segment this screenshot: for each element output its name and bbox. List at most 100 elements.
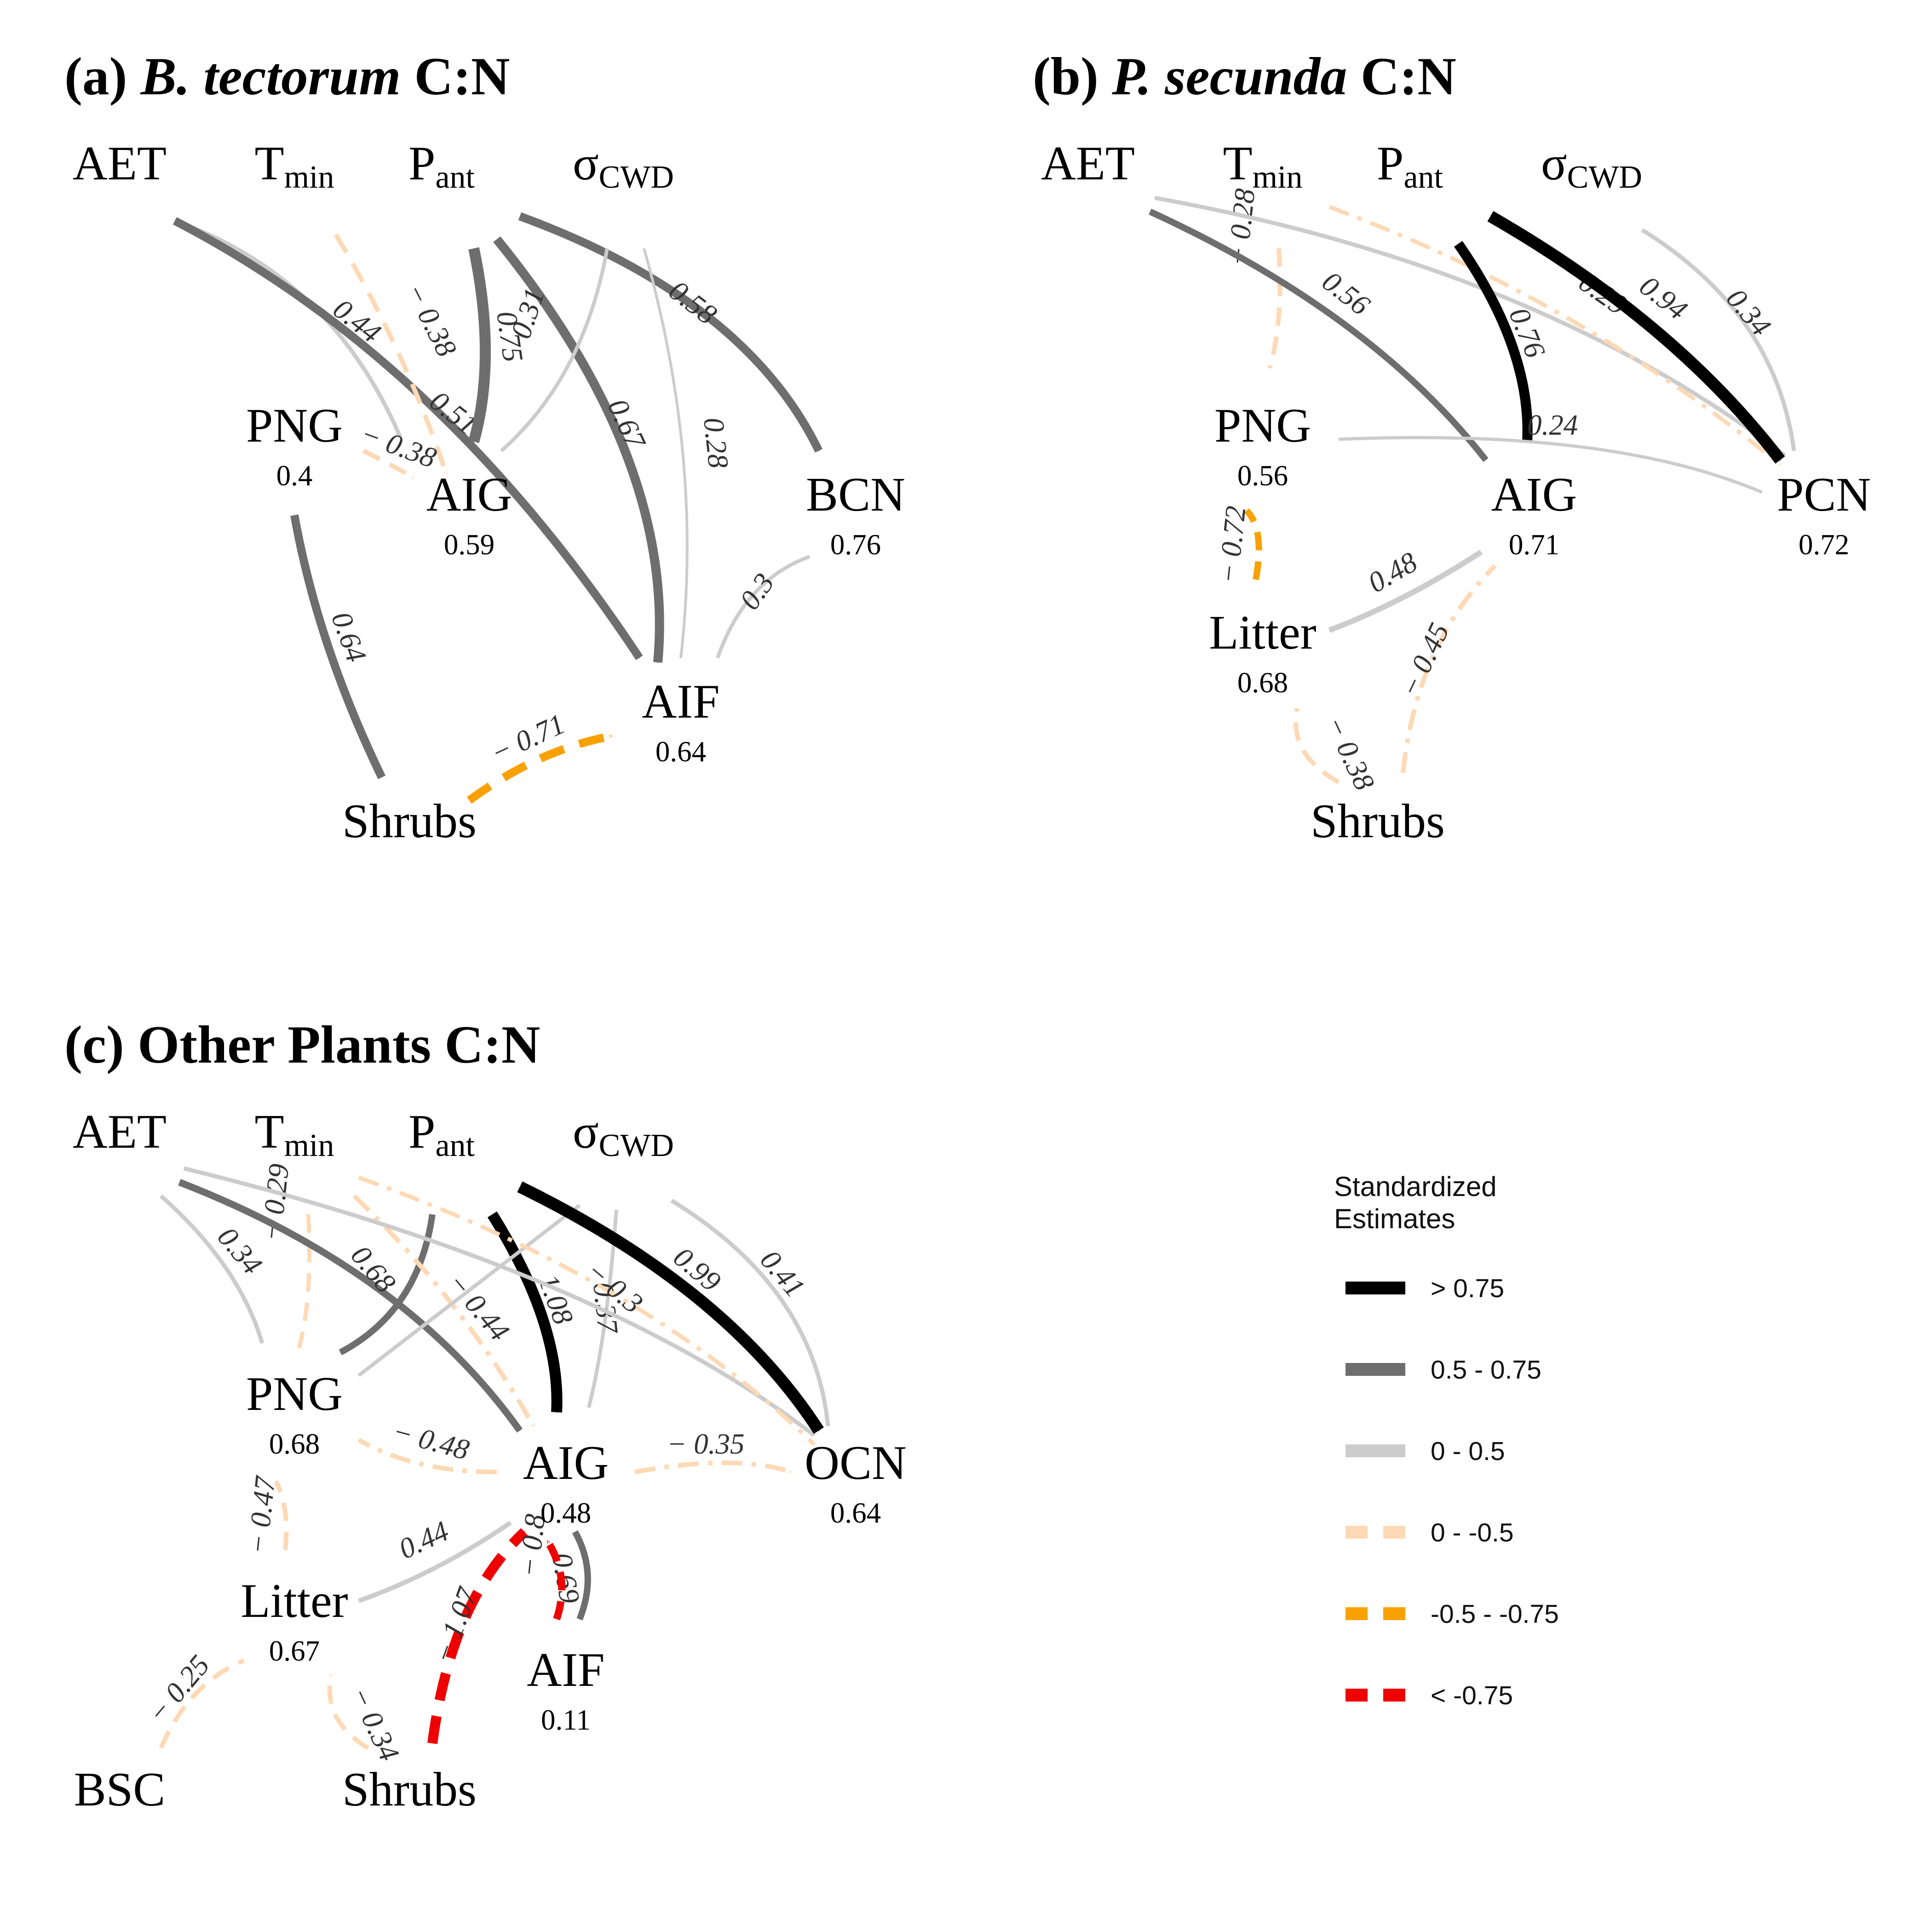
edge-c-aig-ocn xyxy=(634,1460,792,1474)
edge-a-png-aig xyxy=(362,448,415,481)
node-a-shrubs: Shrubs xyxy=(342,794,477,848)
legend-label-1: 0.5 - 0.75 xyxy=(1431,1355,1541,1385)
edge-b-pant-aig xyxy=(1454,241,1533,443)
node-b-shrubs: Shrubs xyxy=(1311,794,1445,848)
edge-label-c-shrubs-aig: − 1.07 xyxy=(426,1582,483,1668)
edge-label-b-png-pcn: 0.24 xyxy=(1527,409,1578,441)
edge-label-a-pant-aig: 0.75 xyxy=(490,309,529,364)
edge-label-a-scwd-aif: 0.28 xyxy=(697,416,735,470)
edge-c-aet-aig xyxy=(178,1179,523,1433)
edge-c-litter-png xyxy=(274,1480,289,1551)
panel-a: (a) B. tectorum C:N 0.44 0.51 − 0.38 0.7… xyxy=(64,47,905,848)
edge-a-pant-aig xyxy=(468,247,491,443)
node-c-tmin: Tmin xyxy=(254,1104,334,1163)
node-b-aig: AIG xyxy=(1491,467,1577,521)
node-a-aif-r2: 0.64 xyxy=(656,736,706,768)
node-c-png-r2: 0.68 xyxy=(269,1428,320,1460)
node-b-litter-r2: 0.68 xyxy=(1237,667,1288,699)
edge-a-aet-aif xyxy=(172,217,643,660)
edge-label-c-aig-ocn: − 0.35 xyxy=(667,1428,745,1460)
node-a-bcn: BCN xyxy=(806,467,905,521)
node-b-scwd: σCWD xyxy=(1541,136,1642,195)
panel-a-nodes: AET Tmin Pant σCWD PNG 0.4 AIG 0.59 BCN … xyxy=(73,136,905,848)
edge-c-tmin-ocn xyxy=(358,1175,816,1446)
panel-b-nodes: AET Tmin Pant σCWD PNG 0.56 AIG 0.71 PCN… xyxy=(1041,136,1871,848)
edge-label-c-scwd-ocn: 0.41 xyxy=(754,1244,811,1303)
node-c-png: PNG xyxy=(246,1367,343,1420)
legend-title-line1: Standardized xyxy=(1334,1171,1497,1202)
edge-b-aet-aig xyxy=(1149,208,1489,462)
edge-a-scwd-aif xyxy=(643,248,689,659)
node-b-litter: Litter xyxy=(1209,605,1316,659)
edge-b-pant-pcn xyxy=(1487,211,1785,464)
node-b-pcn: PCN xyxy=(1777,467,1871,521)
panel-a-title: (a) B. tectorum C:N xyxy=(64,47,510,106)
edge-label-c-aig-aif: 0.69 xyxy=(546,1550,586,1606)
legend-label-3: 0 - -0.5 xyxy=(1431,1518,1514,1547)
legend-title-line2: Estimates xyxy=(1334,1203,1455,1234)
legend-label-4: -0.5 - -0.75 xyxy=(1431,1599,1559,1629)
node-b-pcn-r2: 0.72 xyxy=(1799,529,1849,561)
node-a-scwd: σCWD xyxy=(573,136,674,195)
edge-label-a-scwd-aig: 0.31 xyxy=(505,284,551,342)
node-a-tmin: Tmin xyxy=(254,136,334,195)
edge-c-tmin-png xyxy=(297,1214,311,1349)
edge-c-scwd-ocn xyxy=(670,1199,830,1427)
edge-a-pant-bcn xyxy=(518,212,823,453)
edge-a-scwd-aig xyxy=(500,248,609,452)
node-b-tmin: Tmin xyxy=(1223,136,1302,195)
edge-c-aet-png xyxy=(160,1194,264,1344)
edge-label-a-tmin-aig: − 0.38 xyxy=(399,278,463,362)
panel-c-title: (c) Other Plants C:N xyxy=(64,1015,540,1075)
panel-c: (c) Other Plants C:N 0.34 − 0.29 0.68 − … xyxy=(64,1015,907,1816)
legend: Standardized Estimates > 0.75 0.5 - 0.75… xyxy=(1334,1171,1559,1710)
node-a-aet: AET xyxy=(73,136,167,190)
node-c-litter-r2: 0.67 xyxy=(269,1635,320,1667)
node-c-bsc: BSC xyxy=(74,1762,165,1816)
edge-a-shrubs-aif xyxy=(466,732,613,804)
edge-b-tmin-pcn xyxy=(1328,205,1782,466)
edge-c-pant-aig xyxy=(487,1211,563,1413)
node-c-aif: AIF xyxy=(527,1643,604,1696)
edge-b-tmin-png xyxy=(1267,248,1282,369)
node-a-png-r2: 0.4 xyxy=(276,460,313,492)
edge-c-aet-ocn xyxy=(183,1166,816,1437)
edge-label-b-shrubs-litter: − 0.38 xyxy=(1319,711,1381,795)
node-c-aet: AET xyxy=(73,1104,167,1158)
edge-label-c-litter-png: − 0.47 xyxy=(241,1474,281,1555)
legend-label-5: < -0.75 xyxy=(1431,1681,1513,1710)
node-b-png: PNG xyxy=(1214,398,1311,452)
edge-c-bsc-litter xyxy=(159,1658,245,1749)
node-c-aig: AIG xyxy=(523,1436,609,1489)
legend-label-2: 0 - 0.5 xyxy=(1431,1437,1505,1466)
node-b-aet: AET xyxy=(1041,136,1135,190)
node-c-litter: Litter xyxy=(241,1574,348,1627)
edge-b-aig-litter xyxy=(1328,549,1483,633)
node-a-pant: Pant xyxy=(408,136,475,195)
edge-c-aig-aif xyxy=(572,1530,591,1621)
edge-label-a-shrubs-aif: − 0.71 xyxy=(486,707,569,770)
edge-c-shrubs-litter xyxy=(327,1673,369,1750)
edge-label-c-shrubs-aif: − 0.8 xyxy=(512,1512,551,1579)
edge-c-aig-litter xyxy=(358,1520,512,1603)
edge-c-scwd-png xyxy=(357,1203,581,1377)
panel-b: (b) P. secunda C:N − 0.28 0.56 − 0.29 0.… xyxy=(1033,47,1871,848)
edge-label-c-shrubs-litter: − 0.34 xyxy=(344,1682,406,1765)
edge-a-shrubs-png xyxy=(290,514,386,779)
panel-b-title: (b) P. secunda C:N xyxy=(1033,47,1456,106)
edge-c-shrubs-aif xyxy=(544,1539,566,1621)
edge-c-pant-ocn xyxy=(517,1181,824,1434)
node-c-ocn-r2: 0.64 xyxy=(830,1497,881,1529)
node-a-aig: AIG xyxy=(426,467,512,521)
node-c-pant: Pant xyxy=(408,1104,475,1163)
edge-b-shrubs-aig xyxy=(1401,564,1497,773)
edge-label-b-scwd-pcn: 0.34 xyxy=(1720,282,1777,342)
edge-c-aig-png xyxy=(357,1438,497,1474)
edge-label-c-aig-litter: 0.44 xyxy=(394,1515,454,1565)
node-c-shrubs: Shrubs xyxy=(342,1762,477,1816)
edge-b-aet-pcn xyxy=(1154,196,1786,457)
edge-label-c-pant-ocn: 0.99 xyxy=(667,1241,727,1298)
edge-a-pant-aif xyxy=(493,236,664,663)
edge-b-scwd-pcn xyxy=(1641,228,1796,452)
